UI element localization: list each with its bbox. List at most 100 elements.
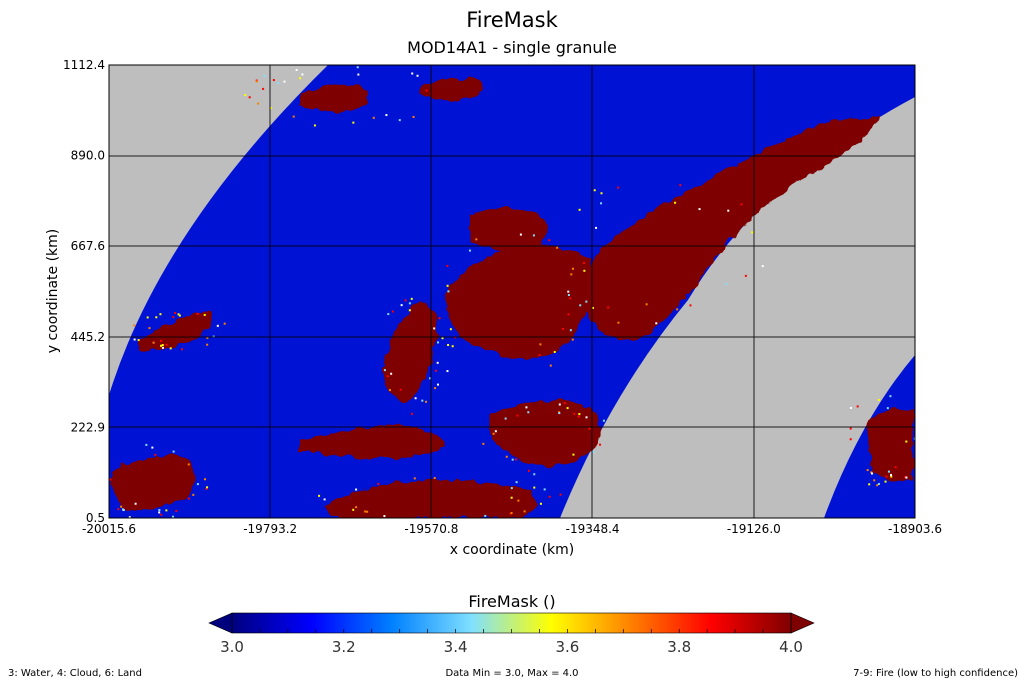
speckle-pixel (357, 73, 360, 76)
speckle-pixel (441, 337, 444, 340)
speckle-pixel (433, 327, 436, 330)
speckle-pixel (539, 343, 542, 346)
speckle-pixel (388, 389, 391, 392)
speckle-pixel (558, 412, 561, 415)
speckle-pixel (323, 498, 326, 501)
x-tick-label: -19126.0 (727, 522, 781, 536)
speckle-pixel (385, 114, 388, 117)
x-tick-label: -19348.4 (566, 522, 620, 536)
speckle-pixel (372, 116, 375, 119)
x-tick-label: -19793.2 (243, 522, 297, 536)
speckle-pixel (151, 446, 154, 449)
speckle-pixel (607, 306, 610, 309)
cluster-central (445, 244, 593, 360)
speckle-pixel (566, 407, 569, 410)
speckle-pixel (159, 313, 162, 316)
speckle-pixel (517, 499, 520, 502)
cluster-top-left (300, 83, 368, 112)
speckle-pixel (655, 322, 658, 325)
speckle-pixel (161, 344, 164, 347)
speckle-pixel (206, 486, 209, 489)
speckle-pixel (146, 316, 149, 319)
footer-left-note: 3: Water, 4: Cloud, 6: Land (8, 668, 142, 679)
speckle-pixel (543, 488, 546, 491)
speckle-pixel (740, 203, 743, 206)
speckle-pixel (390, 372, 393, 375)
speckle-pixel (408, 302, 411, 305)
speckle-pixel (599, 443, 602, 446)
speckle-pixel (172, 450, 175, 453)
cluster-central-left (385, 300, 436, 401)
speckle-pixel (99, 474, 101, 476)
speckle-pixel (538, 354, 541, 357)
speckle-pixel (216, 324, 219, 327)
speckle-pixel (451, 345, 454, 348)
speckle-pixel (894, 466, 897, 469)
speckle-pixel (121, 508, 124, 511)
y-tick-label: 1112.4 (63, 58, 105, 72)
speckle-pixel (532, 234, 535, 237)
speckle-pixel (206, 336, 209, 339)
speckle-pixel (849, 406, 852, 409)
speckle-pixel (255, 80, 258, 83)
speckle-pixel (548, 495, 551, 498)
speckle-pixel (617, 321, 620, 324)
speckle-pixel (152, 341, 155, 344)
speckle-pixel (579, 304, 582, 307)
speckle-pixel (206, 343, 209, 346)
speckle-pixel (398, 119, 401, 122)
speckle-pixel (434, 387, 437, 390)
speckle-pixel (572, 453, 575, 456)
speckle-pixel (871, 472, 874, 475)
speckle-pixel (905, 440, 908, 443)
speckle-pixel (884, 480, 887, 483)
speckle-pixel (399, 388, 402, 391)
speckle-pixel (593, 189, 596, 192)
plot-frame (108, 64, 916, 519)
speckle-pixel (583, 269, 586, 272)
speckle-pixel (425, 400, 428, 403)
speckle-pixel (272, 79, 275, 82)
speckle-pixel (585, 300, 588, 303)
speckle-pixel (567, 294, 570, 297)
speckle-pixel (196, 312, 199, 315)
y-tick-label: 222.9 (71, 420, 105, 434)
speckle-pixel (178, 314, 181, 317)
speckle-pixel (849, 438, 852, 441)
speckle-pixel (578, 413, 581, 416)
y-axis-label: y coordinate (km) (45, 229, 61, 354)
speckle-pixel (570, 273, 573, 276)
speckle-pixel (567, 313, 570, 316)
speckle-pixel (263, 75, 266, 78)
speckle-pixel (133, 324, 136, 327)
speckle-pixel (588, 427, 591, 430)
speckle-pixel (913, 437, 915, 440)
speckle-pixel (582, 261, 585, 264)
speckle-pixel (165, 509, 168, 512)
speckle-pixel (292, 115, 295, 118)
footer-right-note: 7-9: Fire (low to high confidence) (853, 668, 1018, 679)
x-tick-label: -18903.6 (888, 522, 942, 536)
speckle-pixel (429, 377, 432, 380)
speckle-pixel (591, 306, 594, 309)
speckle-pixel (109, 478, 112, 481)
speckle-pixel (269, 107, 272, 110)
speckle-pixel (177, 313, 180, 316)
speckle-pixel (283, 80, 286, 83)
heatmap-plot-area (99, 65, 915, 518)
speckle-pixel (257, 102, 260, 105)
speckle-pixel (446, 264, 449, 267)
cluster-far-right (868, 408, 913, 482)
speckle-pixel (425, 89, 428, 92)
edge-speckles (99, 66, 915, 518)
speckle-pixel (890, 473, 893, 476)
colorbar-tick-label: 4.0 (779, 638, 803, 656)
speckle-pixel (482, 442, 485, 445)
speckle-pixel (698, 208, 701, 211)
speckle-pixel (364, 510, 367, 513)
chart-subtitle: MOD14A1 - single granule (407, 38, 617, 57)
speckle-pixel (408, 309, 411, 312)
speckle-pixel (505, 455, 508, 458)
speckle-pixel (172, 316, 175, 319)
